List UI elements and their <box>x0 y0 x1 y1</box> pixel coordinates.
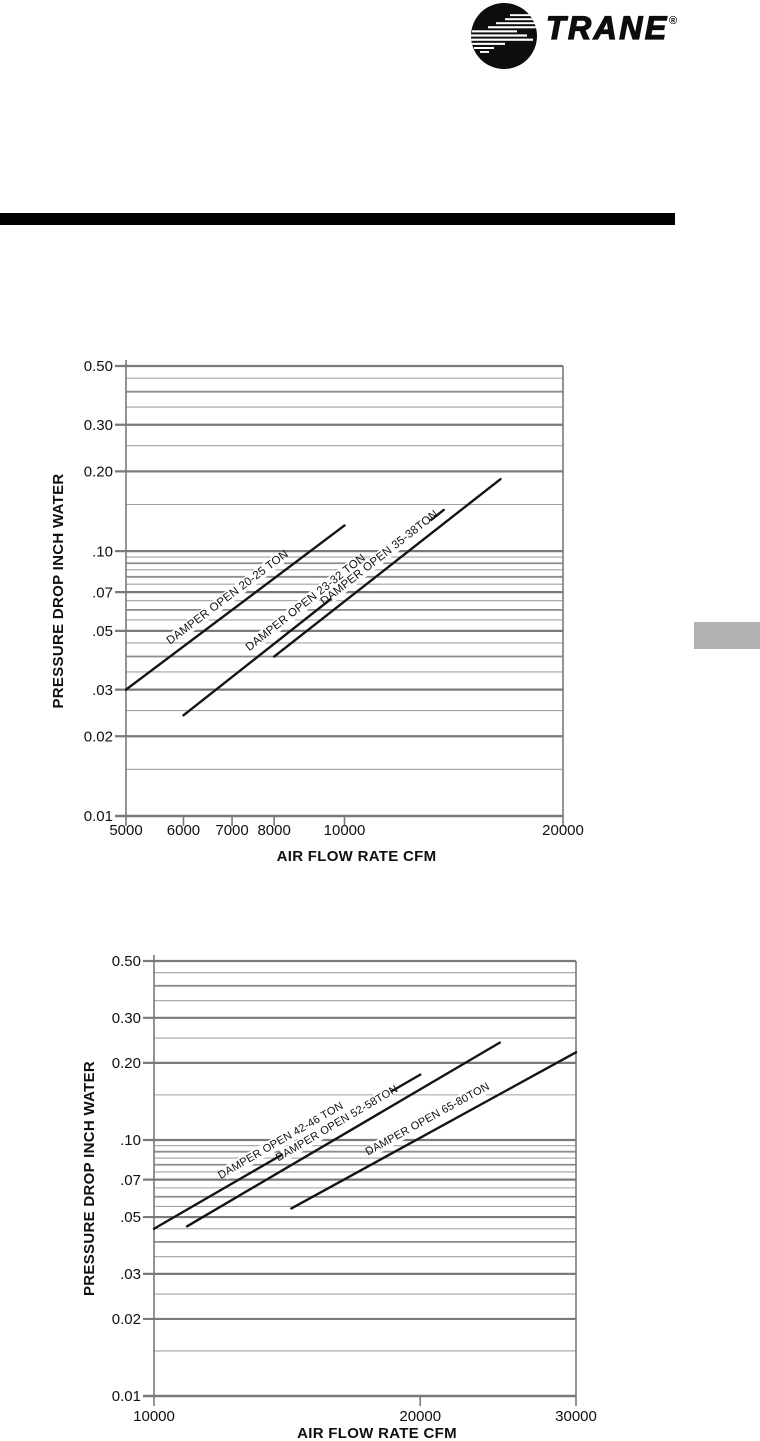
x-tick-label: 10000 <box>324 822 366 839</box>
y-tick-label: 0.30 <box>112 1010 141 1027</box>
y-tick-label: 0.20 <box>84 464 113 481</box>
y-tick-label: .03 <box>120 1266 141 1283</box>
page-edge-tab <box>694 622 760 649</box>
x-tick-label: 30000 <box>555 1408 597 1425</box>
y-tick-label: 0.02 <box>84 728 113 745</box>
trane-globe-icon <box>471 3 537 69</box>
y-tick-label: 0.20 <box>112 1055 141 1072</box>
x-tick-label: 10000 <box>133 1408 175 1425</box>
curve-label-backing <box>279 1086 395 1162</box>
x-tick-label: 20000 <box>399 1408 441 1425</box>
damper-curve <box>290 1051 578 1210</box>
y-axis-title: PRESSURE DROP INCH WATER <box>81 1061 98 1296</box>
brand-wordmark: TRANE <box>545 10 669 46</box>
damper-curve <box>124 524 346 691</box>
x-axis-title: AIR FLOW RATE CFM <box>277 848 437 865</box>
x-tick-label: 8000 <box>257 822 290 839</box>
section-divider-bar <box>0 213 675 225</box>
y-tick-label: .03 <box>92 682 113 699</box>
y-axis-title: PRESSURE DROP INCH WATER <box>50 473 67 708</box>
curve-label-backing <box>369 1083 487 1156</box>
y-tick-label: 0.01 <box>112 1388 141 1405</box>
y-tick-label: .07 <box>92 584 113 601</box>
x-tick-label: 5000 <box>109 822 142 839</box>
registered-trademark-symbol: ® <box>669 15 678 27</box>
curve-label-backing <box>171 552 285 643</box>
x-tick-label: 7000 <box>215 822 248 839</box>
curve-label-backing <box>250 556 362 649</box>
globe-stripes <box>471 14 537 53</box>
damper-curve <box>185 1041 501 1228</box>
x-axis-title: AIR FLOW RATE CFM <box>297 1425 457 1441</box>
x-tick-label: 6000 <box>167 822 200 839</box>
y-tick-label: 0.01 <box>84 808 113 825</box>
damper-curve <box>272 477 502 658</box>
y-tick-label: 0.50 <box>112 953 141 970</box>
curve-label-backing <box>326 514 434 602</box>
y-tick-label: .07 <box>120 1172 141 1189</box>
y-tick-label: .10 <box>120 1132 141 1149</box>
y-tick-label: 0.02 <box>112 1311 141 1328</box>
y-tick-label: .05 <box>92 623 113 640</box>
y-tick-label: .05 <box>120 1209 141 1226</box>
y-tick-label: 0.30 <box>84 417 113 434</box>
y-tick-label: .10 <box>92 543 113 560</box>
curve-label-backing <box>220 1102 342 1180</box>
x-tick-label: 20000 <box>542 822 584 839</box>
y-tick-label: 0.50 <box>84 358 113 375</box>
